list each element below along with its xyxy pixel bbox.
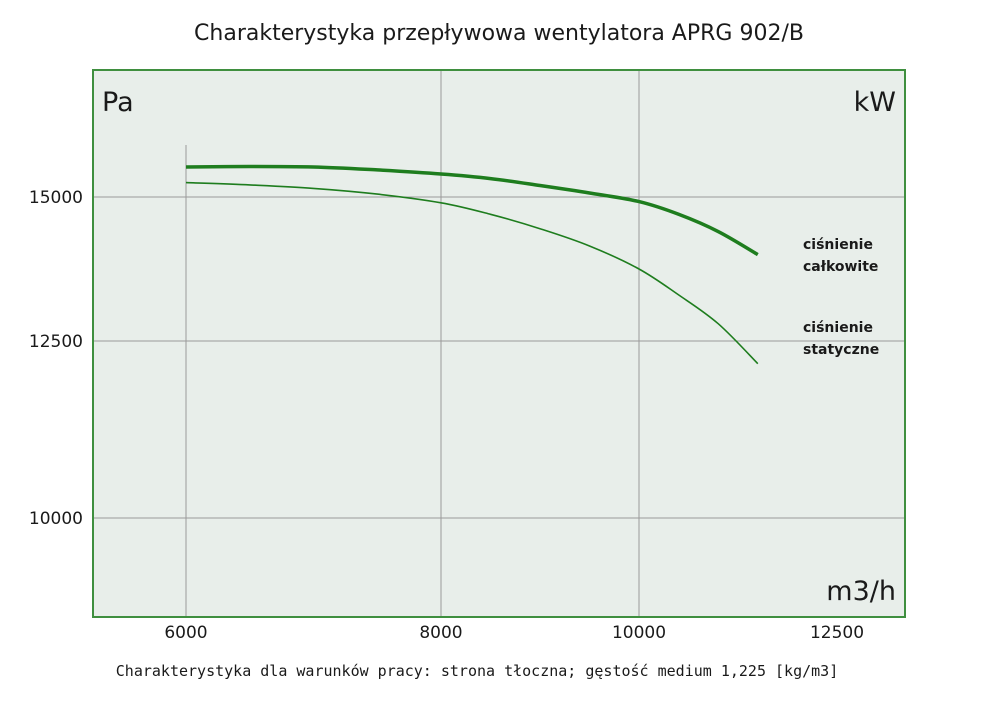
series-label: ciśnienie — [803, 320, 873, 336]
series-labels: ciśnienie całkowite ciśnienie statyczne — [803, 237, 879, 358]
y-left-tick-label: 10000 — [29, 509, 83, 529]
y-right-unit-label: kW — [854, 87, 896, 118]
tick-labels: 6000800010000125001000012500150003040506… — [29, 188, 864, 643]
y-left-tick-label: 15000 — [29, 188, 83, 208]
series-lines — [185, 164, 759, 365]
chart-subtitle: Charakterystyka dla warunków pracy: stro… — [116, 662, 838, 680]
chart-title: Charakterystyka przepływowa wentylatora … — [194, 21, 804, 46]
y-left-unit-label: Pa — [102, 87, 134, 118]
x-tick-label: 6000 — [164, 623, 207, 643]
series-label: statyczne — [803, 342, 879, 358]
gridlines — [94, 71, 904, 616]
x-tick-label: 10000 — [612, 623, 666, 643]
plot-area — [92, 69, 906, 618]
series-line-cisnienie-statyczne — [185, 181, 759, 365]
series-line-cisnienie-calkowite — [185, 164, 759, 257]
series-label: ciśnienie — [803, 237, 873, 253]
series-label: całkowite — [803, 259, 878, 275]
x-tick-label: 12500 — [810, 623, 864, 643]
y-left-tick-label: 12500 — [29, 332, 83, 352]
x-unit-label: m3/h — [826, 576, 896, 607]
x-tick-label: 8000 — [419, 623, 462, 643]
